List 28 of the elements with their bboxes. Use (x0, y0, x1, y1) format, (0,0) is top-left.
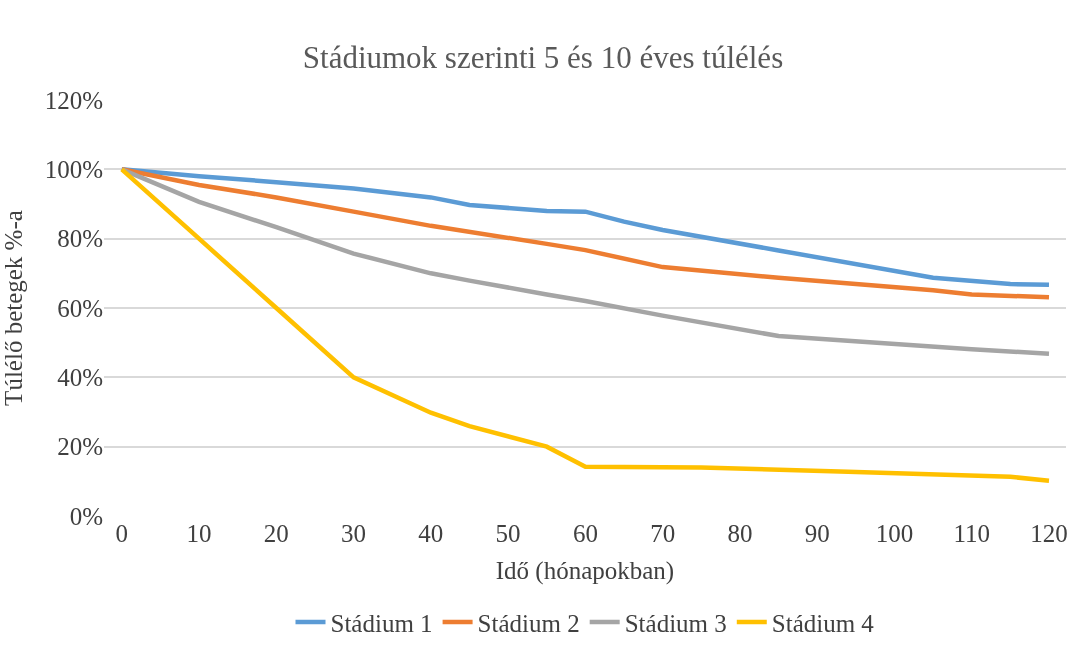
x-tick-label: 0 (115, 520, 129, 547)
x-tick-label: 90 (804, 520, 830, 547)
y-tick-label: 80% (57, 225, 103, 253)
x-tick-label: 30 (341, 520, 367, 547)
y-axis-title: Túlélő betegek %-a (0, 210, 27, 406)
y-tick-label: 40% (57, 364, 103, 392)
x-tick-label: 60 (572, 520, 598, 547)
legend-label: Stádium 1 (330, 609, 433, 637)
x-tick-label: 70 (650, 520, 676, 547)
x-tick-label: 20 (263, 520, 289, 547)
x-tick-label: 40 (418, 520, 444, 547)
x-tick-label: 80 (727, 520, 753, 547)
x-tick-label: 10 (186, 520, 212, 547)
line-series (119, 167, 1052, 483)
y-tick-label: 0% (69, 502, 103, 530)
x-tick-label: 110 (953, 520, 991, 547)
legend-label: Stádium 2 (477, 609, 580, 637)
x-tick-label: 120 (1030, 520, 1068, 547)
chart-title: Stádiumok szerinti 5 és 10 éves túlélés (302, 39, 784, 75)
x-axis-title: Idő (hónapokban) (495, 557, 675, 585)
x-tick-label: 100 (875, 520, 914, 547)
legend-label: Stádium 4 (771, 609, 875, 637)
x-tick-label: 50 (495, 520, 521, 547)
y-tick-label: 100% (44, 156, 103, 184)
y-tick-label: 60% (57, 294, 103, 322)
y-tick-label: 20% (57, 433, 103, 461)
legend-label: Stádium 3 (624, 609, 727, 637)
y-tick-label: 120% (44, 86, 103, 114)
